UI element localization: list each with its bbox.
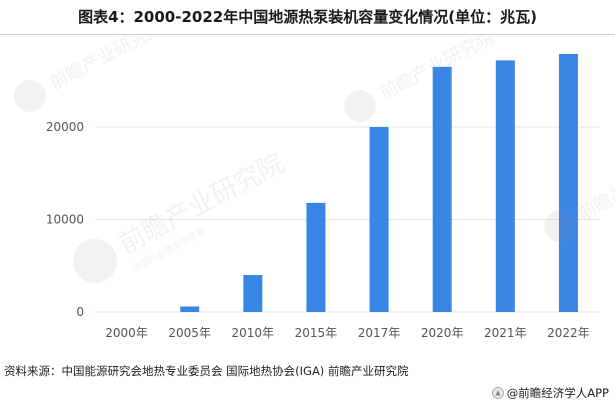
y-tick-label: 0 [76, 305, 84, 319]
x-tick-label: 2022年 [547, 326, 590, 340]
y-tick-label: 10000 [46, 213, 84, 227]
brand-logo-icon [491, 387, 504, 399]
bars [180, 53, 578, 313]
title-divider [0, 34, 615, 35]
x-tick-label: 2015年 [295, 326, 338, 340]
brand-credit: @前瞻经济学人APP [491, 385, 609, 401]
bar-2017年 [369, 127, 389, 312]
x-tick-label: 2010年 [232, 326, 275, 340]
x-tick-labels: 2000年 2005年 2010年 2015年 2017年 2020年 2021年 2022年 [105, 326, 589, 340]
grid-lines [95, 126, 600, 313]
x-tick-label: 2005年 [168, 326, 211, 340]
y-tick-label: 20000 [46, 120, 84, 134]
bar-2020年 [432, 66, 452, 312]
y-tick-labels: 0 10000 20000 [46, 120, 84, 319]
bar-2005年 [180, 306, 200, 312]
x-tick-label: 2000年 [105, 326, 148, 340]
bar-2010年 [243, 275, 263, 312]
bar-2021年 [495, 60, 515, 313]
brand-text: @前瞻经济学人APP [506, 386, 609, 400]
bar-2015年 [306, 202, 326, 312]
bar-2022年 [558, 53, 578, 313]
x-tick-label: 2017年 [358, 326, 401, 340]
chart-title: 图表4：2000-2022年中国地源热泵装机容量变化情况(单位：兆瓦) [78, 8, 537, 26]
x-tick-label: 2021年 [484, 326, 527, 340]
source-note: 资料来源：中国能源研究会地热专业委员会 国际地热协会(IGA) 前瞻产业研究院 [4, 364, 409, 378]
x-tick-label: 2020年 [421, 326, 464, 340]
bar-chart: 0 10000 20000 2000年 2005年 2010年 2015年 2017年 202… [46, 53, 600, 340]
